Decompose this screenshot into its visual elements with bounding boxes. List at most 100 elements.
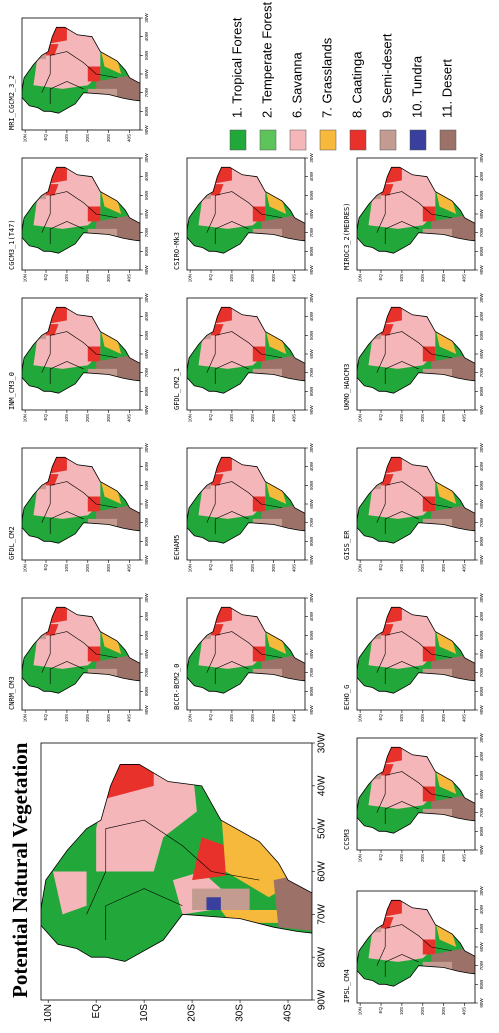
lon-tick-label: 90W (144, 125, 149, 135)
vegetation-region (274, 863, 356, 936)
lon-tick-label: 30W (309, 593, 314, 603)
lat-tick-label: 20S (420, 564, 425, 572)
lat-tick-label: 20S (85, 274, 90, 282)
lon-tick-label: 40W (144, 461, 149, 471)
lat-tick-label: 10S (399, 274, 404, 282)
lon-tick-label: 30W (479, 443, 484, 453)
page: {"title": "Potential Natural Vegetation"… (0, 0, 499, 1033)
lon-tick-label: 60W (144, 69, 149, 79)
vegetation-region (206, 897, 220, 910)
panel-title: ECHO_G (343, 685, 351, 710)
lat-tick-label: 30S (441, 274, 446, 282)
lon-tick-label: 60W (479, 789, 484, 799)
lon-tick-label: 70W (479, 367, 484, 377)
lat-tick-label: 30S (271, 564, 276, 572)
vegetation-region (88, 647, 101, 662)
lat-tick-label: 40S (462, 1007, 467, 1015)
lon-tick-label: 70W (144, 87, 149, 97)
lat-tick-label: 40S (292, 564, 297, 572)
lon-tick-label: 90W (144, 555, 149, 565)
lat-tick-label: 30S (441, 1007, 446, 1015)
lon-tick-label: 80W (317, 946, 328, 967)
lat-tick-label: 10N (22, 714, 27, 722)
lon-tick-label: 90W (144, 705, 149, 715)
lon-tick-label: 30W (144, 443, 149, 453)
lon-tick-label: 90W (479, 705, 484, 715)
lat-tick-label: EQ (208, 274, 213, 281)
lat-tick-label: 30S (441, 854, 446, 862)
panel-title: IPSL_CM4 (343, 969, 351, 1003)
lon-tick-label: 60W (479, 649, 484, 659)
lon-tick-label: 70W (144, 667, 149, 677)
legend-label: 11. Desert (439, 59, 454, 118)
lon-tick-label: 60W (144, 499, 149, 509)
lat-tick-label: 40S (292, 714, 297, 722)
lon-tick-label: 80W (479, 246, 484, 256)
plot-area (24, 722, 384, 1022)
lon-tick-label: 80W (479, 826, 484, 836)
lon-tick-label: 80W (479, 536, 484, 546)
lon-tick-label: 40W (309, 461, 314, 471)
legend-swatch (290, 130, 306, 150)
vegetation-region (253, 207, 266, 222)
legend-swatch (380, 130, 396, 150)
lat-tick-label: 20S (420, 414, 425, 422)
panel-title: CGCM3_1(T47) (8, 219, 16, 270)
lat-tick-label: 20S (420, 1007, 425, 1015)
lat-tick-label: 10N (187, 564, 192, 572)
lon-tick-label: 60W (479, 209, 484, 219)
lon-tick-label: 70W (479, 960, 484, 970)
vegetation-region (423, 497, 436, 512)
lat-tick-label: 20S (85, 134, 90, 142)
lat-tick-label: EQ (378, 564, 383, 571)
lat-tick-label: 10N (22, 274, 27, 282)
lat-tick-label: 10S (399, 1007, 404, 1015)
lat-tick-label: EQ (208, 714, 213, 721)
lon-tick-label: 50W (144, 330, 149, 340)
lat-tick-label: 20S (85, 414, 90, 422)
lon-tick-label: 40W (309, 171, 314, 181)
legend-label: 6. Savanna (289, 51, 304, 118)
legend-swatch (440, 130, 456, 150)
lon-tick-label: 40W (479, 461, 484, 471)
panel-title: CSIRO-Mk3 (173, 232, 181, 270)
lat-tick-label: 10S (399, 414, 404, 422)
lat-tick-label: 20S (250, 274, 255, 282)
lat-tick-label: 10S (229, 274, 234, 282)
lon-tick-label: 50W (479, 923, 484, 933)
legend-label: 10. Tundra (409, 55, 424, 118)
lon-tick-label: 70W (479, 517, 484, 527)
vegetation-region (253, 647, 266, 662)
panel-title: BCCR-BCM2_0 (173, 664, 181, 710)
lat-tick-label: 10N (187, 274, 192, 282)
lat-tick-label: EQ (378, 414, 383, 421)
lat-tick-label: 10N (43, 1004, 54, 1022)
lat-tick-label: 40S (292, 274, 297, 282)
figure: Potential Natural Vegetation 10NEQ10S20S… (0, 0, 499, 1033)
legend-swatch (350, 130, 366, 150)
land-area (24, 722, 384, 1022)
lat-tick-label: 20S (250, 414, 255, 422)
lat-tick-label: 30S (106, 414, 111, 422)
legend-label: 1. Tropical Forest (229, 17, 244, 118)
lon-tick-label: 80W (309, 386, 314, 396)
vegetation-region (88, 207, 101, 222)
lon-tick-label: 40W (144, 311, 149, 321)
lon-tick-label: 50W (479, 330, 484, 340)
lon-tick-label: 40W (317, 775, 328, 796)
lat-tick-label: 20S (250, 714, 255, 722)
lat-tick-label: 10N (357, 714, 362, 722)
lat-tick-label: 10N (357, 854, 362, 862)
lat-tick-label: 40S (127, 134, 132, 142)
lat-tick-label: 30S (441, 714, 446, 722)
lon-tick-label: 70W (479, 227, 484, 237)
legend-label: 9. Semi-desert (379, 33, 394, 118)
lat-tick-label: EQ (208, 414, 213, 421)
lon-tick-label: 30W (317, 732, 328, 753)
lon-tick-label: 50W (144, 630, 149, 640)
lon-tick-label: 80W (144, 246, 149, 256)
lat-tick-label: 40S (462, 274, 467, 282)
vegetation-region (88, 347, 101, 362)
legend-label: 7. Grasslands (319, 37, 334, 118)
lon-tick-label: 40W (479, 904, 484, 914)
